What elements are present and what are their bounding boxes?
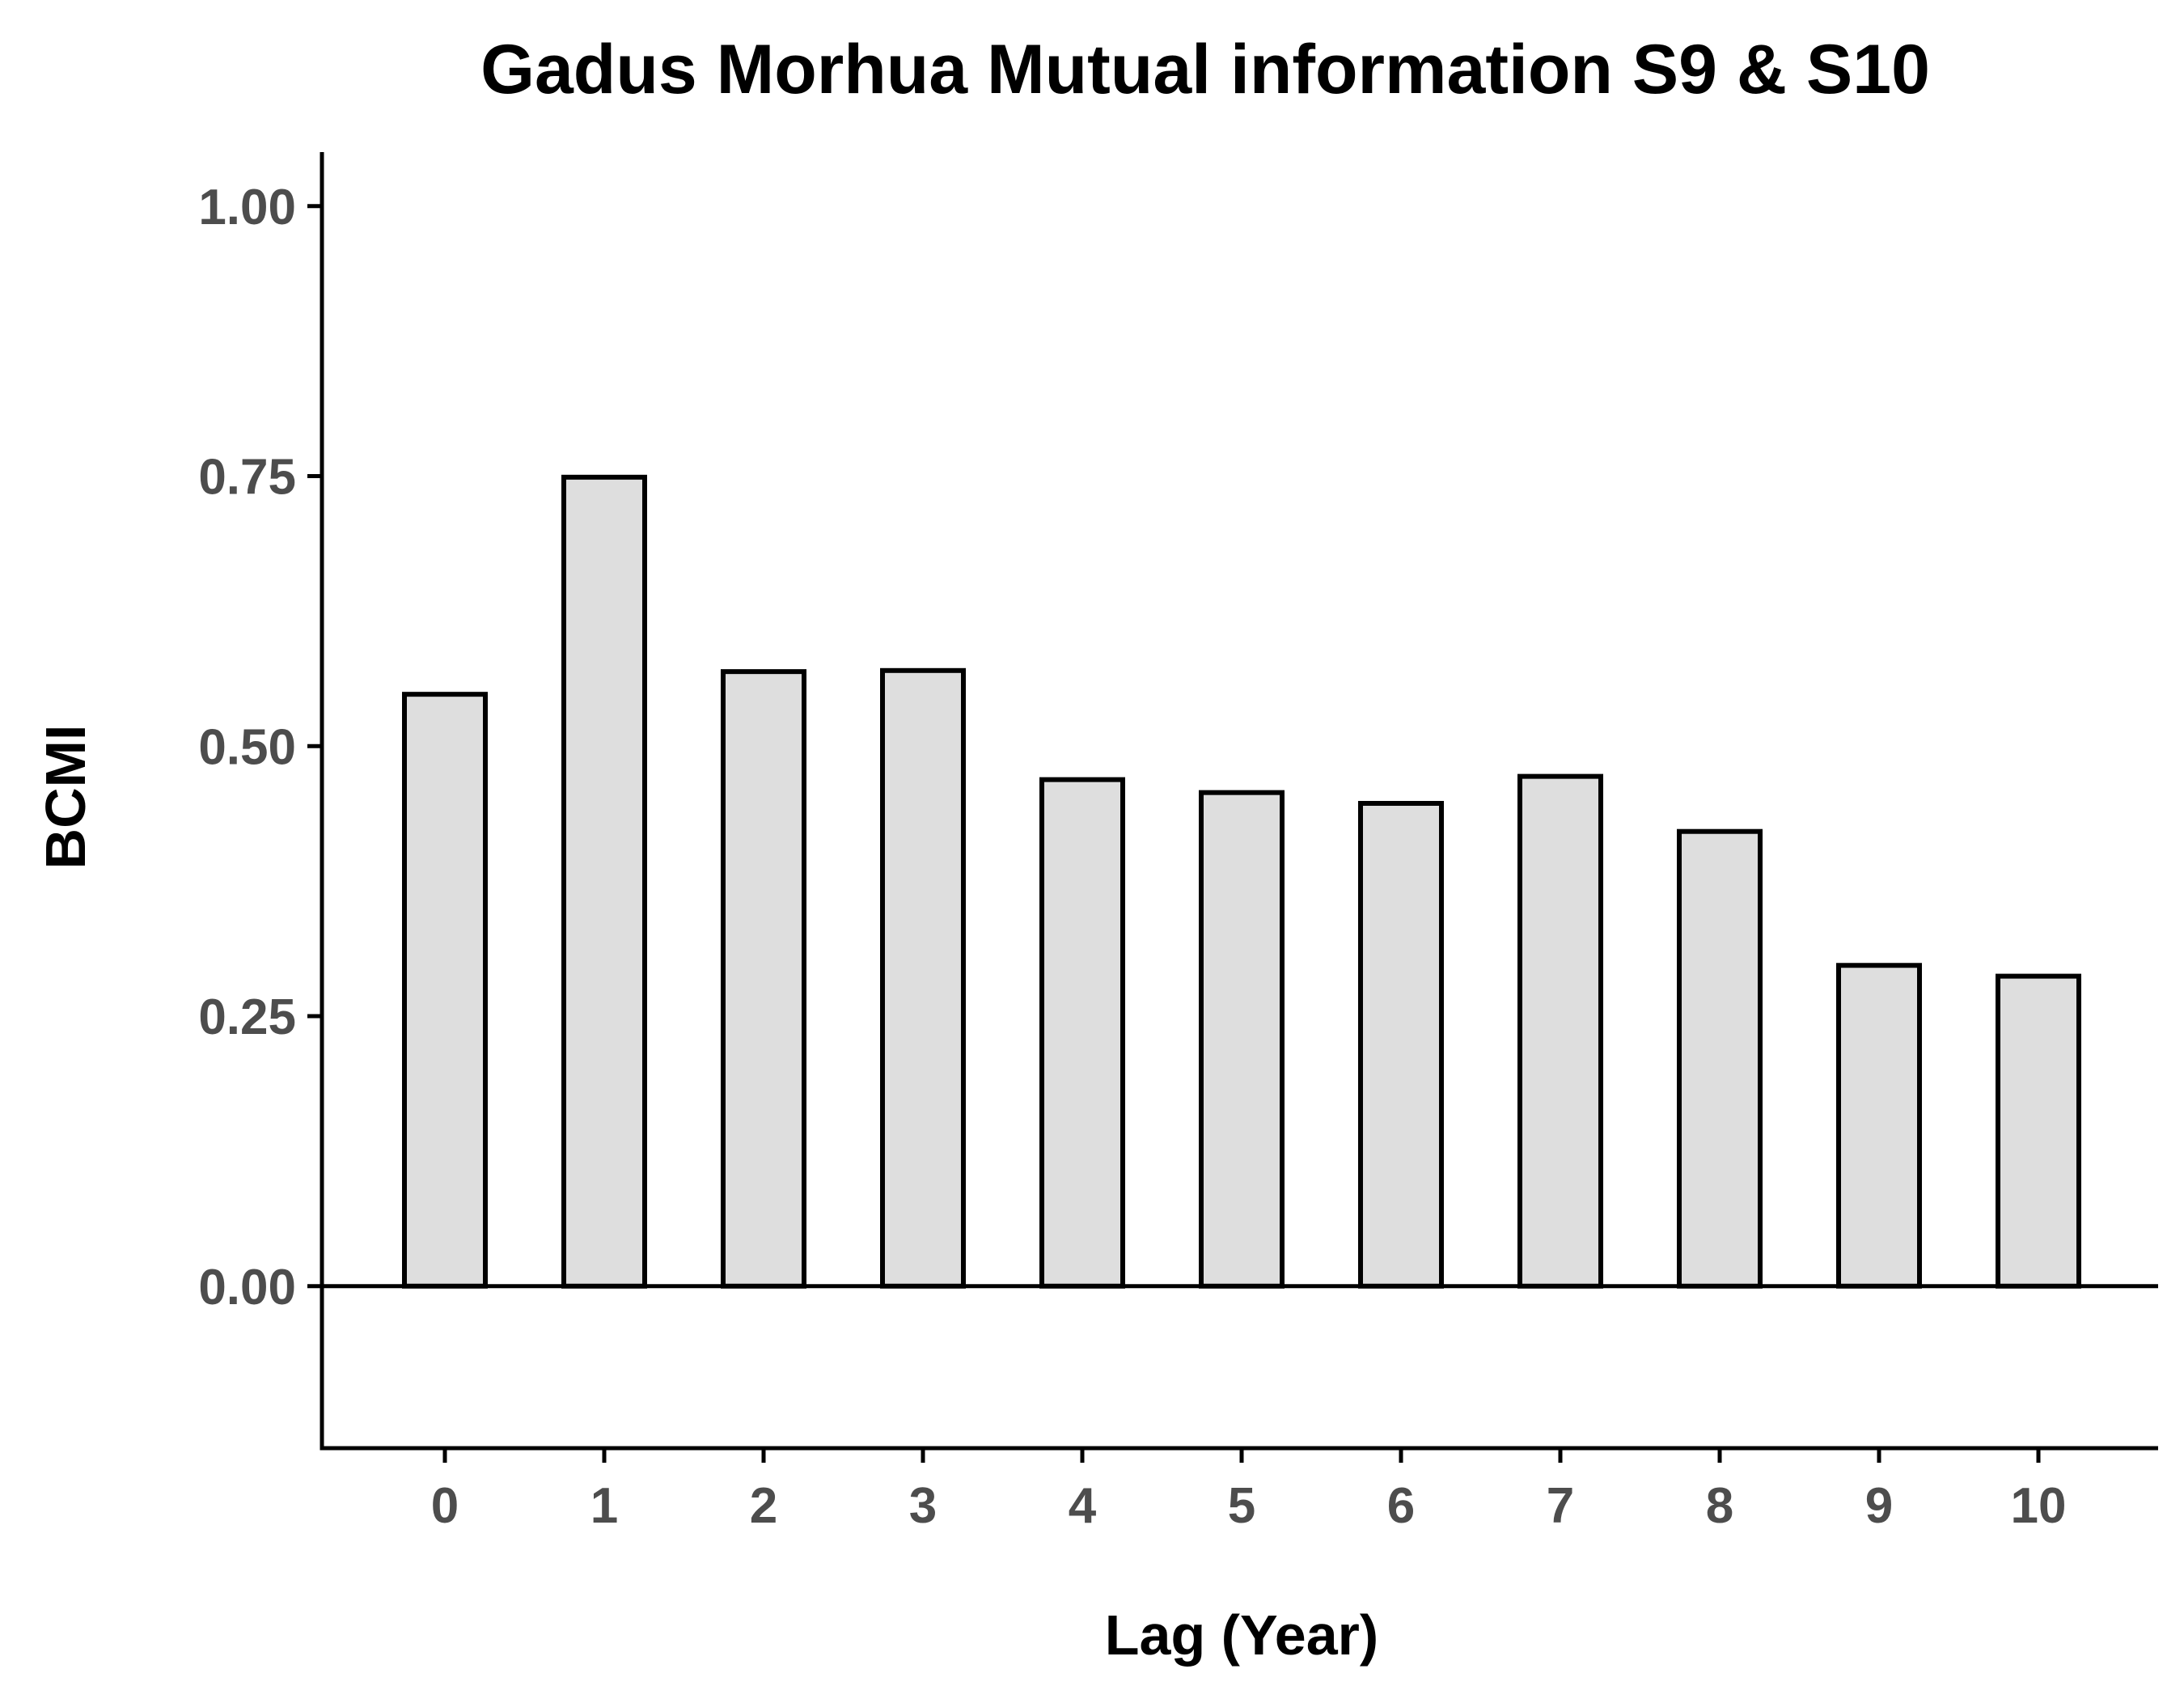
bar-8	[1677, 828, 1763, 1289]
bar-10	[1996, 973, 2081, 1289]
y-tick-label-0.25: 0.25	[198, 989, 296, 1045]
y-tick-label-1.00: 1.00	[198, 180, 296, 235]
x-tick-label-4: 4	[1069, 1478, 1097, 1534]
x-tick-label-5: 5	[1228, 1478, 1255, 1534]
bar-2	[721, 669, 806, 1289]
x-tick-label-2: 2	[750, 1478, 777, 1534]
bar-7	[1517, 773, 1603, 1289]
y-tick-label-0.50: 0.50	[198, 719, 296, 775]
x-tick-label-9: 9	[1865, 1478, 1893, 1534]
bar-5	[1199, 790, 1285, 1289]
x-tick-label-3: 3	[909, 1478, 937, 1534]
x-axis-title: Lag (Year)	[1105, 1603, 1378, 1667]
bar-1	[561, 474, 647, 1289]
bar-3	[880, 667, 966, 1289]
chart-title: Gadus Morhua Mutual information S9 & S10	[480, 31, 1930, 108]
y-tick-label-0.00: 0.00	[198, 1260, 296, 1315]
plot-area: 0.00 0.25 0.50 0.75 1.00 0 1 2 3 4 5 6 7 8 9 10	[198, 152, 2158, 1534]
y-axis-title: BCMI	[34, 725, 97, 870]
bar-4	[1039, 777, 1125, 1289]
x-tick-label-1: 1	[590, 1478, 618, 1534]
x-tick-label-6: 6	[1387, 1478, 1415, 1534]
bar-6	[1358, 801, 1444, 1289]
x-tick-label-7: 7	[1547, 1478, 1574, 1534]
bar-0	[402, 692, 488, 1289]
x-tick-label-10: 10	[2011, 1478, 2067, 1534]
x-tick-label-0: 0	[431, 1478, 459, 1534]
x-tick-label-8: 8	[1706, 1478, 1733, 1534]
y-tick-label-0.75: 0.75	[198, 450, 296, 506]
bar-9	[1836, 963, 1922, 1289]
